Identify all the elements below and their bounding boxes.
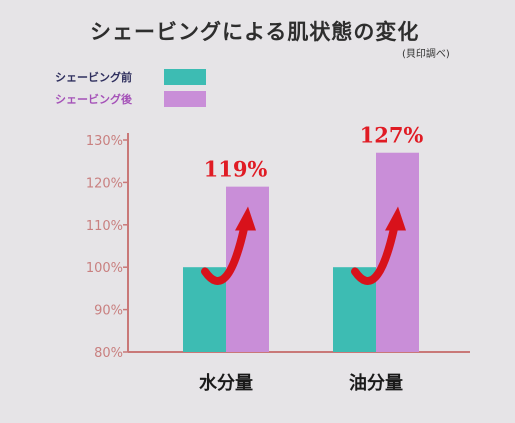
source-note: (貝印調べ) [402, 49, 450, 60]
increase-arrow-icon [351, 224, 398, 285]
increase-arrow-icon [201, 224, 248, 285]
legend-swatch-before [164, 69, 206, 85]
arrow-head-icon [385, 206, 406, 231]
value-label: 119% [204, 157, 268, 182]
arrow-head-icon [235, 206, 256, 231]
bar-after [376, 152, 419, 352]
chart-title: シェービングによる肌状態の変化 [90, 20, 420, 44]
y-tick-label: 120% [86, 176, 123, 191]
legend-label-before: シェービング前 [55, 71, 132, 84]
legend-swatch-after [164, 91, 206, 107]
y-tick-label: 110% [86, 219, 123, 234]
y-tick-label: 100% [86, 261, 123, 276]
category-label: 水分量 [199, 372, 253, 394]
category-label: 油分量 [349, 372, 403, 394]
y-tick-label: 80% [94, 346, 123, 361]
y-tick-label: 90% [94, 304, 123, 319]
y-tick-label: 130% [86, 134, 123, 149]
value-label: 127% [360, 123, 424, 148]
legend-label-after: シェービング後 [55, 93, 132, 106]
